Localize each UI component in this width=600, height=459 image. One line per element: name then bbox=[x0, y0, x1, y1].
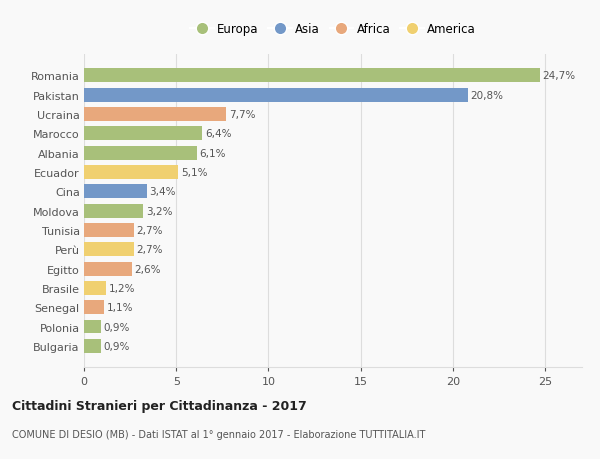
Text: 0,9%: 0,9% bbox=[103, 322, 130, 332]
Text: 7,7%: 7,7% bbox=[229, 110, 255, 120]
Bar bbox=[84, 89, 467, 102]
Bar bbox=[84, 69, 539, 83]
Text: 3,4%: 3,4% bbox=[149, 187, 176, 197]
Text: 5,1%: 5,1% bbox=[181, 168, 208, 178]
Bar bbox=[84, 281, 106, 295]
Bar bbox=[84, 185, 147, 199]
Text: 2,7%: 2,7% bbox=[137, 245, 163, 255]
Text: 6,4%: 6,4% bbox=[205, 129, 232, 139]
Text: 1,2%: 1,2% bbox=[109, 283, 136, 293]
Bar bbox=[84, 224, 134, 237]
Text: 2,6%: 2,6% bbox=[135, 264, 161, 274]
Bar bbox=[84, 127, 202, 141]
Text: COMUNE DI DESIO (MB) - Dati ISTAT al 1° gennaio 2017 - Elaborazione TUTTITALIA.I: COMUNE DI DESIO (MB) - Dati ISTAT al 1° … bbox=[12, 429, 425, 439]
Legend: Europa, Asia, Africa, America: Europa, Asia, Africa, America bbox=[188, 20, 478, 38]
Bar bbox=[84, 262, 132, 276]
Text: 3,2%: 3,2% bbox=[146, 206, 172, 216]
Bar bbox=[84, 204, 143, 218]
Text: 20,8%: 20,8% bbox=[470, 90, 503, 101]
Text: 1,1%: 1,1% bbox=[107, 302, 134, 313]
Text: Cittadini Stranieri per Cittadinanza - 2017: Cittadini Stranieri per Cittadinanza - 2… bbox=[12, 399, 307, 412]
Bar bbox=[84, 320, 101, 334]
Text: 2,7%: 2,7% bbox=[137, 225, 163, 235]
Bar bbox=[84, 339, 101, 353]
Text: 6,1%: 6,1% bbox=[199, 148, 226, 158]
Text: 24,7%: 24,7% bbox=[542, 71, 575, 81]
Bar bbox=[84, 146, 197, 160]
Bar bbox=[84, 301, 104, 314]
Bar bbox=[84, 108, 226, 122]
Bar bbox=[84, 166, 178, 179]
Bar bbox=[84, 243, 134, 257]
Text: 0,9%: 0,9% bbox=[103, 341, 130, 351]
